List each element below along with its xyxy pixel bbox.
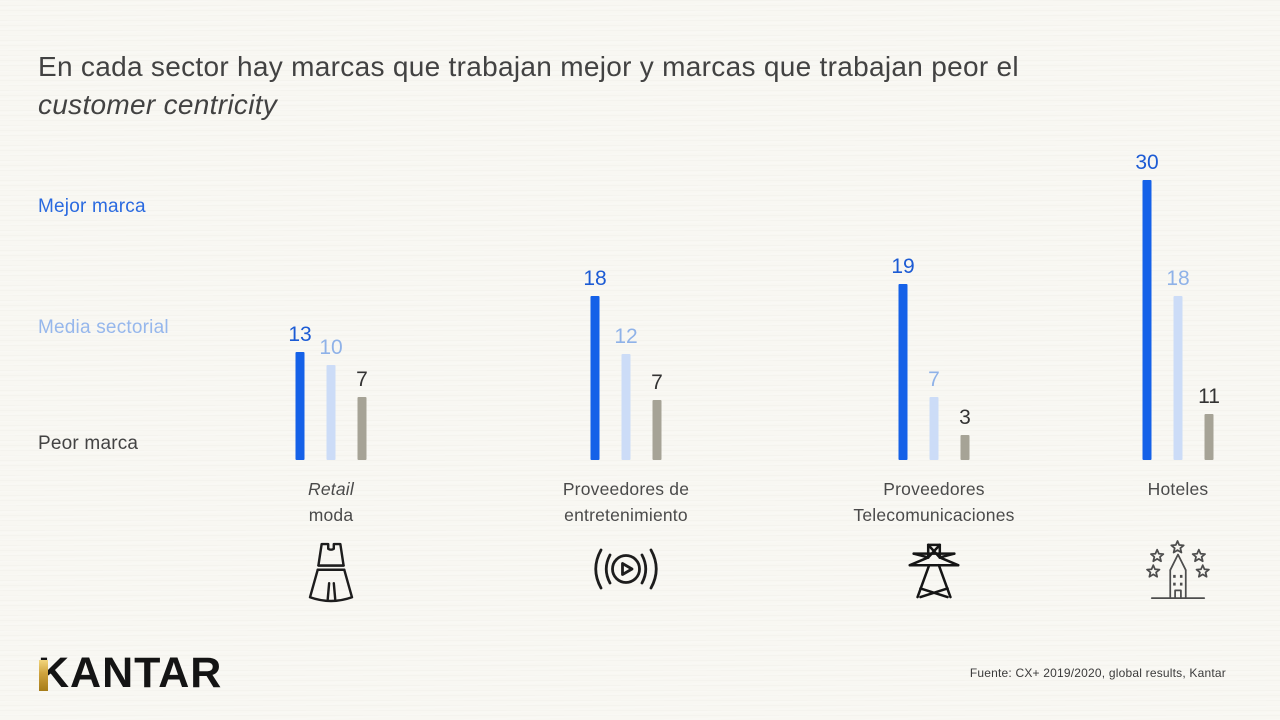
sector-label: Hoteles <box>1058 476 1280 502</box>
kantar-logo-text: KANTAR <box>38 650 222 696</box>
bar-best <box>295 352 305 460</box>
bar-value-best: 30 <box>1135 151 1159 174</box>
bar-value-average: 12 <box>614 325 638 348</box>
bar-average <box>929 397 939 460</box>
bar-slot-worst: 7 <box>356 369 368 460</box>
dress-icon <box>303 540 359 606</box>
slide-title-line2: customer centricity <box>38 89 278 120</box>
bar-slot-best: 19 <box>891 256 915 460</box>
bar-slot-best: 30 <box>1135 152 1159 460</box>
sector-label-line: entretenimiento <box>564 505 688 525</box>
bar-slot-worst: 11 <box>1198 386 1220 460</box>
sector-label-line: moda <box>308 505 354 525</box>
bar-cluster: 13 10 7 <box>288 324 368 460</box>
power-pylon-icon <box>905 540 963 602</box>
sector-group: 13 10 7 Retail moda <box>211 0 451 720</box>
bar-slot-average: 18 <box>1166 268 1190 460</box>
bar-average <box>621 354 631 460</box>
broadcast-play-icon <box>588 540 664 598</box>
bar-best <box>898 284 908 460</box>
bar-slot-average: 12 <box>614 326 638 460</box>
bar-slot-average: 7 <box>928 369 940 460</box>
sector-label: Proveedores Telecomunicaciones <box>814 476 1054 528</box>
bar-value-worst: 7 <box>651 371 663 394</box>
bar-best <box>590 296 600 460</box>
bar-value-worst: 3 <box>959 406 971 429</box>
bar-slot-best: 18 <box>583 268 607 460</box>
bar-value-worst: 11 <box>1198 385 1220 408</box>
bar-average <box>1173 296 1183 460</box>
bar-worst <box>357 397 367 460</box>
sector-label-line: Proveedores de <box>562 479 690 499</box>
bar-value-worst: 7 <box>356 368 368 391</box>
bar-cluster: 19 7 3 <box>891 256 971 460</box>
bar-value-average: 10 <box>319 336 343 359</box>
bar-slot-worst: 7 <box>651 372 663 460</box>
kantar-logo-gold-bar-icon <box>39 660 48 691</box>
sector-label-line: Retail <box>308 479 354 499</box>
sector-label: Proveedores de entretenimiento <box>506 476 746 528</box>
legend-worst-brand: Peor marca <box>38 433 139 454</box>
sector-group: 19 7 3 Proveedores Telecomunicaciones <box>814 0 1054 720</box>
bar-value-average: 7 <box>928 368 940 391</box>
hotel-stars-icon <box>1146 540 1210 604</box>
bar-slot-best: 13 <box>288 324 312 460</box>
bar-worst <box>960 435 970 460</box>
sector-label-line: Proveedores <box>883 479 985 499</box>
bar-value-best: 18 <box>583 267 607 290</box>
sector-label-line: Hoteles <box>1147 479 1209 499</box>
kantar-logo-word: KANTAR <box>38 649 223 697</box>
bar-value-average: 18 <box>1166 267 1190 290</box>
sector-label: Retail moda <box>211 476 451 528</box>
sector-group: 30 18 11 Hoteles <box>1058 0 1280 720</box>
slide-title-line1: En cada sector hay marcas que trabajan m… <box>38 51 1019 82</box>
bar-value-best: 19 <box>891 255 915 278</box>
bar-value-best: 13 <box>288 323 312 346</box>
slide-title: En cada sector hay marcas que trabajan m… <box>38 48 1218 124</box>
bar-average <box>326 365 336 460</box>
kantar-logo: KANTAR <box>38 650 222 696</box>
bar-worst <box>652 400 662 460</box>
source-note: Fuente: CX+ 2019/2020, global results, K… <box>969 666 1226 680</box>
sector-group: 18 12 7 Proveedores de entretenimiento <box>506 0 746 720</box>
bar-slot-average: 10 <box>319 337 343 460</box>
bar-slot-worst: 3 <box>959 407 971 460</box>
legend-sector-average: Media sectorial <box>38 317 169 338</box>
sector-label-line: Telecomunicaciones <box>853 505 1015 525</box>
bar-cluster: 18 12 7 <box>583 268 663 460</box>
legend-best-brand: Mejor marca <box>38 196 146 217</box>
bar-worst <box>1204 414 1214 460</box>
bar-cluster: 30 18 11 <box>1135 152 1220 460</box>
bar-best <box>1142 180 1152 460</box>
